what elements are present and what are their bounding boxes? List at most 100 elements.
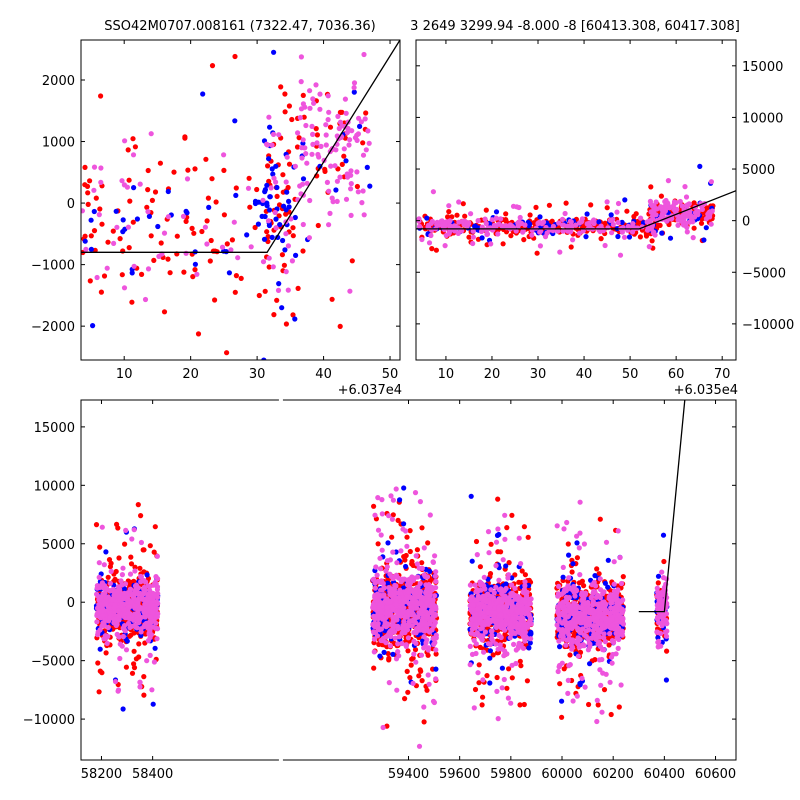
data-point-pink <box>323 142 329 148</box>
data-point-red <box>517 658 523 664</box>
data-point-red <box>516 579 522 585</box>
data-point-pink <box>137 679 143 685</box>
data-point-pink <box>96 212 102 218</box>
data-point-red <box>506 666 512 672</box>
data-point-red <box>315 222 321 229</box>
data-point-pink <box>358 119 364 125</box>
data-point-blue <box>255 221 261 227</box>
data-point-pink <box>556 220 562 226</box>
data-point-pink <box>570 237 576 243</box>
data-point-pink <box>123 647 130 653</box>
data-point-red <box>104 493 109 498</box>
data-point-pink <box>136 615 142 621</box>
data-point-red <box>262 288 268 294</box>
data-point-blue <box>615 233 621 240</box>
data-point-blue <box>493 209 500 215</box>
data-point-red <box>424 687 430 693</box>
data-point-red <box>410 655 416 661</box>
data-point-pink <box>183 250 189 256</box>
data-point-pink <box>343 110 349 116</box>
data-point-pink <box>431 623 437 630</box>
data-point-blue <box>401 485 407 491</box>
data-point-pink <box>365 128 371 134</box>
data-point-pink <box>394 687 400 693</box>
data-point-pink <box>533 225 539 231</box>
data-point-pink <box>147 614 154 620</box>
data-point-blue <box>499 665 505 671</box>
fit-line-zoom-short <box>81 40 400 253</box>
data-point-pink <box>568 219 574 225</box>
data-point-red <box>208 237 214 244</box>
title-left: SSO42M0707.008161 (7322.47, 7036.36) <box>104 19 375 34</box>
data-point-pink <box>150 603 156 610</box>
data-point-pink <box>125 224 131 230</box>
data-point-pink <box>334 178 340 184</box>
data-point-red <box>527 212 533 218</box>
data-point-red <box>371 503 377 509</box>
data-point-blue <box>244 232 250 238</box>
y-tick-label: 1000 <box>42 136 75 151</box>
data-point-red <box>265 234 271 240</box>
data-point-blue <box>279 305 285 311</box>
data-point-blue <box>343 158 349 164</box>
data-point-pink <box>433 676 439 682</box>
data-point-pink <box>147 583 153 590</box>
data-point-pink <box>332 163 338 169</box>
data-point-blue <box>283 207 289 213</box>
data-point-pink <box>344 129 350 136</box>
data-point-pink <box>485 225 491 231</box>
data-point-pink <box>268 185 274 191</box>
data-point-pink <box>155 611 161 617</box>
data-point-pink <box>706 209 712 216</box>
data-point-pink <box>426 240 433 246</box>
data-point-pink <box>91 187 97 193</box>
data-point-red <box>84 183 91 189</box>
data-point-red <box>454 212 460 218</box>
data-point-pink <box>130 152 137 158</box>
data-point-blue <box>146 213 152 219</box>
data-point-pink <box>151 659 157 665</box>
data-point-red <box>185 167 191 173</box>
x-tick-label: 30 <box>249 367 266 382</box>
data-point-blue <box>262 187 268 193</box>
data-point-pink <box>137 181 143 187</box>
data-point-pink <box>347 137 353 143</box>
data-point-red <box>524 678 531 684</box>
data-point-blue <box>120 706 126 712</box>
data-point-pink <box>270 131 277 137</box>
data-point-red <box>595 702 601 708</box>
data-point-pink <box>413 659 419 665</box>
data-point-blue <box>390 651 396 657</box>
data-point-pink <box>107 615 113 621</box>
data-point-red <box>571 632 578 638</box>
data-point-pink <box>118 603 124 610</box>
data-point-red <box>518 663 524 669</box>
data-point-red <box>99 670 105 676</box>
data-point-pink <box>99 608 105 614</box>
data-point-pink <box>115 688 121 694</box>
data-point-red <box>127 198 133 204</box>
data-point-blue <box>655 573 662 579</box>
data-point-pink <box>683 194 690 200</box>
data-point-red <box>207 258 213 264</box>
data-point-pink <box>398 548 404 554</box>
data-point-pink <box>351 80 358 86</box>
data-point-red <box>419 525 425 531</box>
data-point-pink <box>433 578 439 585</box>
data-point-pink <box>300 101 306 107</box>
data-point-pink <box>377 566 384 572</box>
data-point-pink <box>451 223 457 229</box>
data-point-pink <box>95 610 101 616</box>
data-point-red <box>405 689 411 695</box>
data-point-pink <box>111 616 118 622</box>
data-point-pink <box>428 232 434 239</box>
data-point-red <box>101 273 108 279</box>
data-point-red <box>574 555 581 561</box>
data-point-red <box>131 648 137 654</box>
data-point-pink <box>94 619 100 625</box>
data-point-pink <box>417 499 423 505</box>
data-point-red <box>147 543 153 549</box>
data-point-pink <box>470 228 476 234</box>
data-point-blue <box>90 323 96 329</box>
data-point-red <box>285 184 291 191</box>
